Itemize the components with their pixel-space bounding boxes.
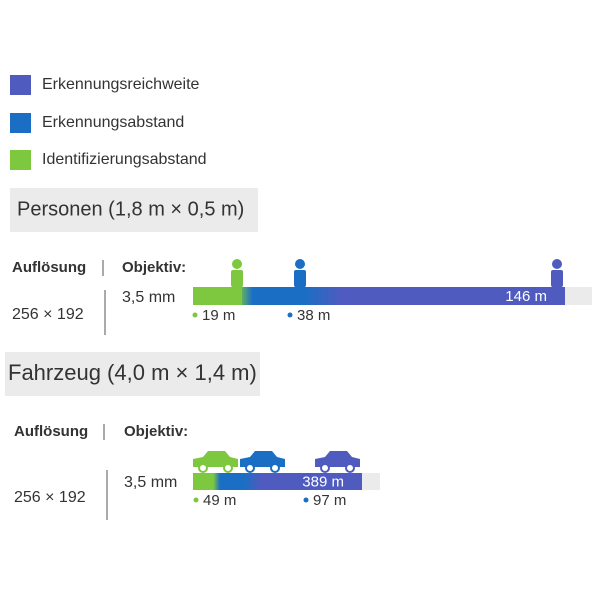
section-title: Personen (1,8 m × 0,5 m) bbox=[17, 198, 244, 220]
identification-label: 19 m bbox=[202, 307, 235, 324]
car-icon bbox=[315, 451, 360, 467]
car-icon bbox=[198, 463, 208, 473]
range-bar bbox=[193, 287, 565, 305]
legend-label: Erkennungsreichweite bbox=[42, 76, 200, 93]
section-title: Fahrzeug (4,0 m × 1,4 m) bbox=[8, 360, 257, 385]
person-icon bbox=[551, 270, 563, 287]
legend-swatch bbox=[10, 113, 31, 133]
person-icon bbox=[232, 286, 242, 305]
legend-label: Identifizierungsabstand bbox=[42, 151, 207, 168]
resolution: 256 × 192 bbox=[12, 306, 84, 323]
car-icon bbox=[193, 451, 238, 467]
car-icon bbox=[270, 463, 280, 473]
dot bbox=[193, 497, 199, 503]
lens-header: Objektiv: bbox=[124, 423, 188, 440]
person-icon bbox=[552, 286, 562, 305]
dot bbox=[287, 312, 293, 318]
resolution: 256 × 192 bbox=[14, 489, 86, 506]
legend-swatch bbox=[10, 150, 31, 170]
detection-label: 38 m bbox=[297, 307, 330, 324]
detection-label: 97 m bbox=[313, 492, 346, 509]
person-icon bbox=[294, 270, 306, 287]
section-title-bg bbox=[10, 188, 258, 232]
car-icon bbox=[345, 463, 355, 473]
resolution-header: Auflösung bbox=[12, 259, 86, 276]
car-icon bbox=[320, 463, 330, 473]
person-icon bbox=[232, 259, 242, 269]
legend-swatch bbox=[10, 75, 31, 95]
person-icon bbox=[295, 286, 305, 305]
car-icon bbox=[245, 463, 255, 473]
range-label: 389 m bbox=[302, 473, 344, 490]
car-icon bbox=[223, 463, 233, 473]
section-title-bg bbox=[5, 352, 260, 396]
person-icon bbox=[552, 259, 562, 269]
lens-header: Objektiv: bbox=[122, 259, 186, 276]
range-bar bbox=[193, 473, 362, 490]
range-label: 146 m bbox=[505, 288, 547, 305]
dot bbox=[303, 497, 309, 503]
person-icon bbox=[295, 259, 305, 269]
lens: 3,5 mm bbox=[124, 474, 177, 491]
dot bbox=[192, 312, 198, 318]
identification-label: 49 m bbox=[203, 492, 236, 509]
resolution-header: Auflösung bbox=[14, 423, 88, 440]
legend-label: Erkennungsabstand bbox=[42, 114, 184, 131]
car-icon bbox=[240, 451, 285, 467]
person-icon bbox=[231, 270, 243, 287]
lens: 3,5 mm bbox=[122, 289, 175, 306]
